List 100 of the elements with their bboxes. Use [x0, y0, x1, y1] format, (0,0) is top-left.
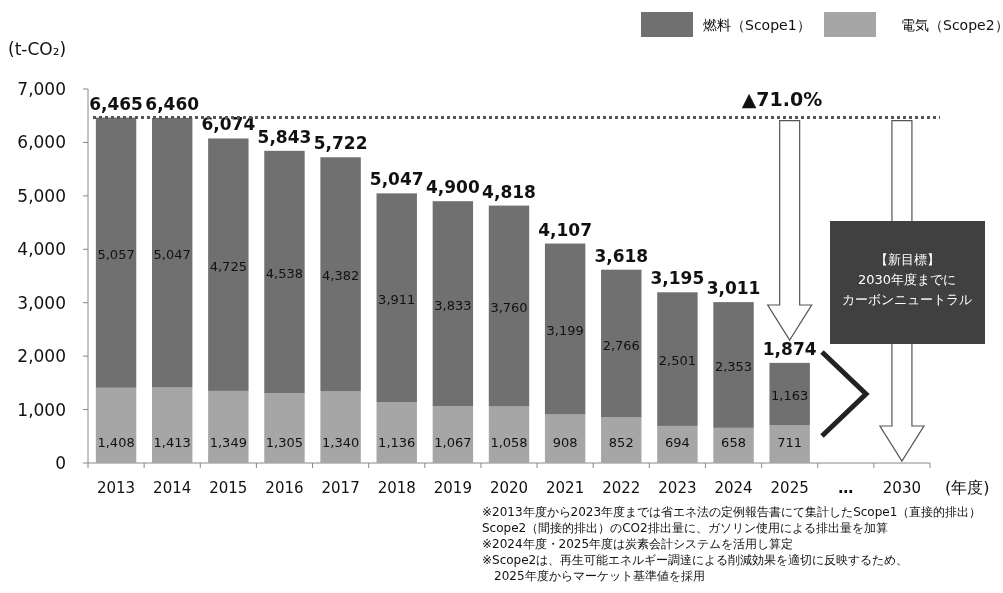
x-tick-label: 2015	[209, 479, 248, 497]
total-label: 6,465	[89, 93, 143, 114]
data-label: 3,199	[546, 323, 584, 339]
data-label: 1,058	[490, 435, 528, 450]
x-tick-label: 2024	[714, 479, 753, 497]
bar	[713, 302, 754, 428]
data-label: 1,340	[321, 435, 360, 450]
total-label: 6,460	[145, 93, 200, 114]
bar	[544, 414, 586, 463]
bar	[713, 427, 754, 463]
bar	[264, 150, 305, 394]
x-tick-label: 2018	[377, 479, 416, 497]
y-axis-title: (t-CO₂)	[8, 39, 67, 59]
total-label: 4,107	[538, 219, 593, 240]
data-label: 658	[721, 435, 746, 450]
bar	[208, 138, 249, 391]
data-label: 908	[552, 435, 578, 450]
bar	[432, 405, 474, 463]
x-tick-label: 2014	[153, 479, 192, 497]
bar	[488, 205, 530, 407]
legend-label: 電気（Scope2）	[901, 17, 1003, 33]
x-tick-label: 2017	[321, 479, 360, 497]
text: ※Scope2は、再生可能エネルギー調達による削減効果を適切に反映するため、	[482, 553, 909, 567]
bar	[601, 417, 642, 463]
y-tick-label: 6,000	[17, 132, 66, 153]
data-label: 1,349	[209, 435, 247, 450]
y-tick-label: 1,000	[17, 399, 66, 420]
data-label: 2,353	[714, 358, 753, 374]
y-tick-label: 5,000	[17, 185, 66, 206]
data-label: 852	[608, 435, 634, 450]
annotation: 2030年度までに	[857, 272, 957, 287]
data-label: 3,760	[490, 300, 528, 316]
x-tick-label: 2021	[546, 479, 585, 497]
data-label: 3,833	[434, 297, 472, 313]
annotation: 【新目標】	[874, 252, 940, 267]
bar	[320, 391, 361, 463]
bar	[151, 387, 193, 463]
data-label: 694	[664, 435, 690, 450]
bar	[151, 117, 193, 388]
bar	[376, 193, 417, 403]
data-label: 1,067	[434, 435, 472, 450]
text: ※2013年度から2023年度までは省エネ法の定例報告書にて集計したScope1（直接的排出）	[482, 505, 982, 519]
text: Scope2（間接的排出）のCO2排出量に、ガソリン使用による排出量を加算	[482, 521, 888, 535]
x-tick-label: 2025	[770, 479, 809, 497]
data-label: 3,911	[378, 291, 416, 307]
x-tick-label: 2020	[489, 479, 529, 497]
data-label: 1,163	[771, 387, 809, 403]
total-label: 1,874	[762, 338, 817, 359]
total-label: 5,843	[257, 126, 312, 147]
bar	[208, 390, 249, 463]
x-tick-label: 2023	[658, 479, 697, 497]
bar	[376, 402, 417, 463]
x-axis-title: (年度)	[945, 478, 990, 497]
text: 2025年度からマーケット基準値を採用	[482, 569, 705, 583]
bar	[432, 201, 474, 406]
y-tick-label: 2,000	[17, 346, 66, 367]
bar	[657, 292, 698, 426]
total-label: 5,722	[313, 133, 368, 154]
bar	[769, 362, 810, 426]
data-label: 4,725	[209, 258, 247, 274]
bar	[544, 243, 586, 415]
bar	[488, 406, 530, 463]
data-label: 4,382	[321, 268, 360, 284]
data-label: 2,766	[602, 337, 640, 353]
data-label: 1,136	[378, 435, 416, 450]
data-label: 1,413	[153, 435, 191, 450]
y-tick-label: 3,000	[17, 292, 66, 313]
bar	[95, 117, 137, 388]
y-tick-label: 0	[55, 453, 66, 473]
x-tick-label: 2019	[433, 479, 472, 497]
data-label: 1,408	[97, 435, 135, 450]
y-tick-label: 4,000	[17, 239, 66, 260]
total-label: 4,818	[482, 181, 536, 202]
y-tick-label: 7,000	[17, 79, 66, 99]
bar	[769, 425, 810, 463]
x-tick-label: 2016	[265, 479, 304, 497]
data-label: 5,057	[97, 246, 135, 262]
x-tick-label: 2030	[882, 479, 922, 497]
bar	[95, 387, 137, 463]
x-tick-label: …	[838, 479, 854, 497]
text: ※2024年度・2025年度は炭素会計システムを活用し算定	[482, 537, 794, 551]
total-label: 3,195	[650, 268, 705, 289]
annotation: ▲71.0%	[741, 88, 823, 110]
bar	[657, 425, 698, 463]
data-label: 5,047	[153, 246, 191, 262]
total-label: 4,900	[425, 177, 480, 198]
data-label: 711	[777, 435, 803, 450]
annotation: カーボンニュートラル	[842, 292, 972, 307]
bar	[320, 157, 361, 392]
total-label: 3,011	[706, 278, 761, 299]
data-label: 4,538	[265, 266, 304, 282]
bar	[601, 269, 642, 418]
bar	[264, 393, 305, 463]
x-tick-label: 2013	[96, 479, 136, 497]
data-label: 2,501	[658, 353, 697, 369]
x-tick-label: 2022	[602, 479, 641, 497]
total-label: 5,047	[369, 169, 424, 190]
total-label: 3,618	[594, 245, 649, 266]
legend-label: 燃料（Scope1）	[703, 17, 811, 33]
data-label: 1,305	[265, 435, 304, 450]
